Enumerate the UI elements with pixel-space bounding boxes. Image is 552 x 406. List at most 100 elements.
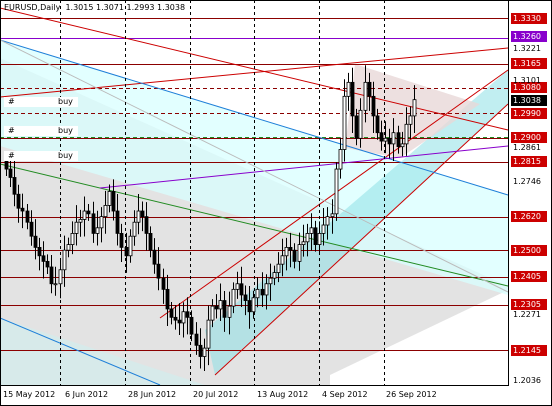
candle-bear (8, 168, 13, 178)
candle-bull (136, 210, 141, 223)
candle-bear (148, 233, 153, 251)
candle-bull (309, 227, 314, 234)
candle-bear (115, 210, 120, 234)
date-label: 28 Jun 2012 (128, 390, 177, 399)
candle-bear (375, 115, 380, 134)
candle-bear (91, 213, 96, 234)
price-tag: 1.2815 (511, 156, 547, 167)
candle-bull (82, 210, 87, 220)
candle-bull (132, 221, 137, 237)
candle-bear (152, 249, 157, 265)
candle-bear (86, 210, 91, 215)
candle-bull (391, 132, 396, 145)
candle-bull (301, 241, 306, 245)
candle-bull (325, 216, 330, 226)
date-label: 6 Jun 2012 (65, 390, 109, 399)
candle-bull (284, 246, 289, 257)
price-tag: 1.2305 (511, 299, 547, 310)
candle-bull (206, 319, 211, 349)
date-label: 13 Aug 2012 (257, 390, 309, 399)
date-label: 26 Sep 2012 (386, 390, 437, 399)
order-type: buy (58, 126, 73, 135)
candle-bull (268, 277, 273, 285)
candle-bear (124, 246, 129, 257)
order-type: buy (58, 151, 73, 160)
candle-bear (41, 255, 46, 262)
candle-bear (49, 266, 54, 285)
background-objects (0, 40, 508, 385)
candle-bull (400, 143, 405, 148)
candle-bear (161, 277, 166, 290)
candle-bull (264, 283, 269, 296)
rising-channel (205, 70, 508, 375)
candle-bull (78, 219, 83, 223)
candle-bear (371, 95, 376, 117)
candle-bull (363, 81, 368, 111)
candle-bear (140, 210, 145, 218)
candle-bull (358, 109, 363, 139)
candlesticks (4, 65, 417, 372)
candle-bull (280, 255, 285, 265)
date-label: 15 May 2012 (3, 390, 56, 399)
candle-bear (20, 207, 25, 212)
candle-bull (103, 205, 108, 218)
price-tag: 1.2990 (511, 108, 547, 119)
price-tick: 1.2746 (513, 177, 541, 186)
candle-bear (33, 235, 38, 248)
candle-bear (156, 263, 161, 279)
price-tick: 1.3221 (513, 44, 541, 53)
candle-bear (165, 288, 170, 310)
candle-bull (276, 263, 281, 273)
price-tag: 1.2900 (511, 132, 547, 143)
candle-bull (235, 283, 240, 290)
candle-bear (111, 191, 116, 212)
candle-bull (107, 191, 112, 206)
candle-bull (70, 233, 75, 245)
candle-bull (231, 288, 236, 307)
price-tick: 1.2271 (513, 310, 541, 319)
order-label-1[interactable]: # buy (4, 97, 78, 107)
price-tick: 1.3101 (513, 76, 541, 85)
candle-bull (99, 216, 104, 229)
candle-bear (396, 132, 401, 148)
candle-bull (53, 283, 58, 286)
order-type: buy (58, 97, 73, 106)
candle-bull (383, 137, 388, 142)
symbol-label: EURUSD (4, 3, 38, 12)
candle-bear (37, 246, 42, 257)
price-tag: 1.2145 (511, 345, 547, 356)
candle-bull (218, 300, 223, 310)
pink-triangle-shape (345, 64, 480, 158)
candle-bear (144, 216, 149, 234)
candle-bull (408, 115, 413, 125)
order-label-2[interactable]: # buy (4, 126, 78, 136)
candle-bear (292, 249, 297, 262)
price-tick: 1.2861 (513, 143, 541, 152)
candle-bear (12, 177, 17, 195)
candle-bull (58, 269, 63, 285)
price-tag: 1.2620 (511, 211, 547, 222)
price-tick: 1.2036 (513, 376, 541, 385)
candle-bull (255, 288, 260, 299)
timeframe-label: Daily (40, 3, 61, 12)
candle-bear (222, 300, 227, 318)
price-tag: 1.2500 (511, 245, 547, 256)
candle-bull (404, 123, 409, 145)
cyan-wide-channel (0, 40, 508, 295)
price-tag: 1.3330 (511, 13, 547, 24)
date-label: 4 Sep 2012 (322, 390, 368, 399)
candle-bear (260, 288, 265, 296)
candle-bear (29, 221, 34, 237)
order-symbol: # (8, 126, 15, 135)
price-tag: 1.3080 (511, 82, 547, 93)
candle-bear (185, 311, 190, 318)
candle-bear (247, 300, 252, 313)
candle-bear (173, 316, 178, 321)
order-label-3[interactable]: # buy (4, 151, 78, 161)
price-tag: 1.3165 (511, 58, 547, 69)
candle-bear (25, 210, 30, 223)
candle-bull (74, 221, 79, 234)
price-tag: 1.3260 (511, 31, 547, 42)
